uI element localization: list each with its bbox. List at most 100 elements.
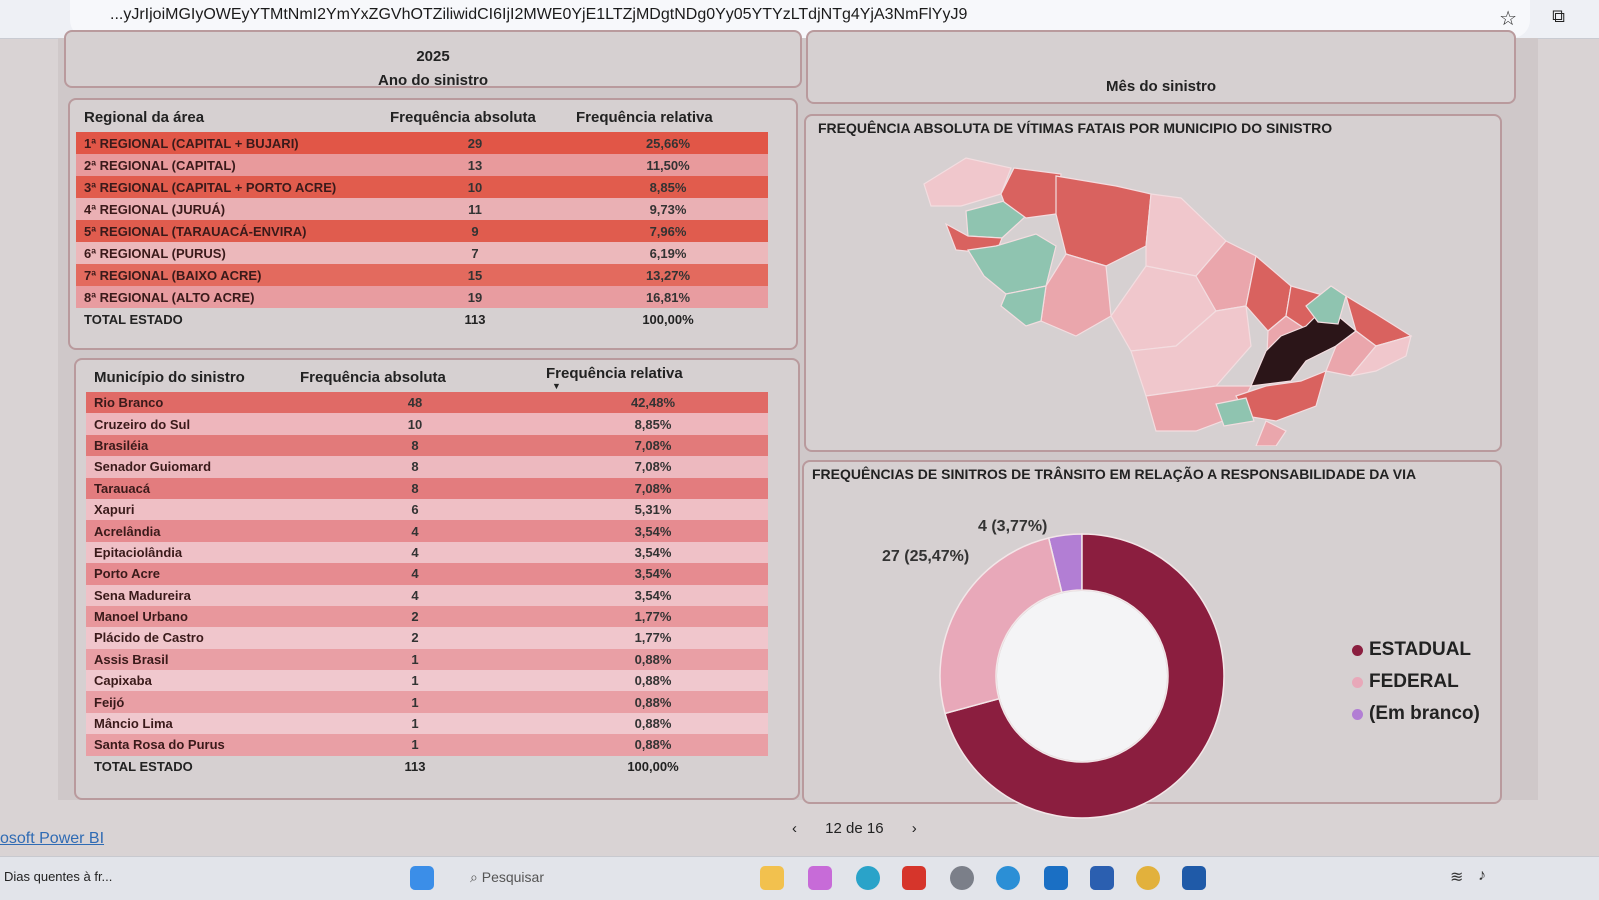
year-slicer[interactable]: 2025 Ano do sinistro	[64, 30, 802, 89]
row-freq-rel: 0,88%	[634, 651, 672, 667]
word-icon[interactable]	[1182, 866, 1206, 890]
app-icon[interactable]	[996, 866, 1020, 890]
outlook-icon[interactable]	[1044, 866, 1068, 890]
table-row[interactable]: Senador Guiomard 8 7,08%	[86, 456, 768, 478]
row-label: Capixaba	[94, 673, 152, 689]
donut-slice-estadual[interactable]	[944, 533, 1225, 819]
row-label: 7ª REGIONAL (BAIXO ACRE)	[84, 267, 262, 283]
table-row[interactable]: Xapuri 6 5,31%	[86, 498, 768, 521]
settings-icon[interactable]	[950, 866, 974, 890]
row-label: 3ª REGIONAL (CAPITAL + PORTO ACRE)	[84, 179, 337, 195]
municipio-table-panel: Município do sinistro Frequência absolut…	[74, 358, 800, 800]
table-row[interactable]: Acrelândia 4 3,54%	[86, 520, 768, 542]
sort-desc-icon[interactable]: ▼	[552, 380, 561, 391]
row-label: Senador Guiomard	[94, 459, 212, 475]
map-region	[1305, 285, 1347, 325]
table-row[interactable]: Brasiléia 8 7,08%	[86, 434, 768, 457]
row-label: 4ª REGIONAL (JURUÁ)	[84, 201, 226, 217]
col-municipio[interactable]: Município do sinistro	[94, 368, 245, 386]
col-mun-freq-abs[interactable]: Frequência absoluta	[300, 368, 446, 386]
row-freq-rel: 7,08%	[634, 459, 672, 475]
report-canvas: 2025 Ano do sinistro Mês do sinistro Reg…	[58, 30, 1538, 819]
table-row[interactable]: 2ª REGIONAL (CAPITAL) 13 11,50%	[76, 154, 768, 176]
row-label: Brasiléia	[94, 437, 149, 453]
table-row[interactable]: Mâncio Lima 1 0,88%	[86, 712, 768, 735]
table-row[interactable]: Assis Brasil 1 0,88%	[86, 648, 768, 671]
volume-icon[interactable]: ♪	[1478, 867, 1486, 884]
table-row[interactable]: Sena Madureira 4 3,54%	[86, 584, 768, 606]
table-row[interactable]: 6ª REGIONAL (PURUS) 7 6,19%	[76, 242, 768, 264]
data-label-em-branco: 4 (3,77%)	[978, 518, 1048, 535]
table-row[interactable]: 4ª REGIONAL (JURUÁ) 11 9,73%	[76, 198, 768, 220]
col-mun-freq-rel[interactable]: Frequência relativa ▼	[538, 362, 768, 392]
prev-page-button[interactable]: ‹	[792, 820, 797, 837]
acre-map[interactable]	[906, 146, 1466, 446]
month-slicer[interactable]: Mês do sinistro	[806, 30, 1516, 104]
data-label-federal: 27 (25,47%)	[882, 548, 970, 565]
table-row[interactable]: Feijó 1 0,88%	[86, 691, 768, 713]
row-freq-rel: 7,08%	[634, 437, 672, 453]
table-row[interactable]: 5ª REGIONAL (TARAUACÁ-ENVIRA) 9 7,96%	[76, 220, 768, 242]
table-row[interactable]: Plácido de Castro 2 1,77%	[86, 627, 768, 649]
table-row[interactable]: Epitaciolândia 4 3,54%	[86, 541, 768, 564]
edge-icon[interactable]	[856, 866, 880, 890]
year-slicer-value[interactable]: 2025	[416, 48, 450, 65]
table-row[interactable]: Capixaba 1 0,88%	[86, 670, 768, 692]
row-freq-rel: 42,48%	[630, 395, 676, 411]
news-widget[interactable]: Dias quentes à fr...	[4, 869, 113, 884]
powerbi-link[interactable]: osoft Power BI	[0, 830, 105, 847]
table-row[interactable]: Cruzeiro do Sul 10 8,85%	[86, 413, 768, 435]
table-row[interactable]: Rio Branco 48 42,48%	[86, 392, 768, 414]
total-freq-abs: 113	[404, 758, 426, 774]
table-row[interactable]: 7ª REGIONAL (BAIXO ACRE) 15 13,27%	[76, 264, 768, 286]
file-explorer-icon[interactable]	[760, 866, 784, 890]
total-label: TOTAL ESTADO	[84, 311, 183, 327]
row-freq-abs: 8	[411, 459, 419, 475]
row-freq-rel: 3,54%	[634, 566, 672, 582]
windows-start-icon[interactable]	[410, 866, 434, 890]
col-regional[interactable]: Regional da área	[84, 108, 205, 126]
page-indicator: 12 de 16	[825, 820, 884, 837]
table-row[interactable]: 8ª REGIONAL (ALTO ACRE) 19 16,81%	[76, 286, 768, 308]
table-row[interactable]: Manoel Urbano 2 1,77%	[86, 605, 768, 628]
table-row[interactable]: 1ª REGIONAL (CAPITAL + BUJARI) 29 25,66%	[76, 132, 768, 154]
row-label: Rio Branco	[94, 395, 164, 411]
table-row[interactable]: Porto Acre 4 3,54%	[86, 563, 768, 585]
row-freq-abs: 6	[411, 502, 419, 518]
table-row[interactable]: 3ª REGIONAL (CAPITAL + PORTO ACRE) 10 8,85…	[76, 176, 768, 198]
donut-slice-federal[interactable]	[939, 537, 1063, 715]
bookmark-star-icon[interactable]: ☆	[1499, 8, 1517, 30]
row-freq-rel: 13,27%	[645, 267, 691, 283]
row-freq-abs: 1	[411, 694, 419, 710]
row-freq-abs: 1	[411, 716, 419, 732]
legend-marker	[1352, 644, 1363, 656]
next-page-button[interactable]: ›	[911, 820, 917, 837]
chrome-icon[interactable]	[1136, 866, 1160, 890]
row-freq-rel: 25,66%	[645, 135, 691, 151]
row-freq-abs: 48	[407, 395, 423, 411]
antivirus-icon[interactable]	[902, 866, 926, 890]
map-region	[1215, 397, 1255, 427]
extensions-icon[interactable]: ⧉	[1552, 6, 1565, 26]
regional-table: Regional da área Frequência absoluta Fre…	[76, 102, 768, 330]
copilot-icon[interactable]	[808, 866, 832, 890]
wifi-icon[interactable]: ≋	[1450, 869, 1464, 886]
map-region	[1055, 175, 1152, 267]
municipio-table: Município do sinistro Frequência absolut…	[86, 362, 768, 777]
table-row[interactable]: Tarauacá 8 7,08%	[86, 477, 768, 499]
table-row[interactable]: Santa Rosa do Purus 1 0,88%	[86, 734, 768, 756]
donut-chart[interactable]	[932, 526, 1232, 826]
map-region	[967, 233, 1057, 295]
row-freq-abs: 10	[407, 416, 423, 432]
row-freq-abs: 8	[411, 480, 419, 496]
taskbar-search[interactable]: ⌕ Pesquisar	[470, 869, 544, 886]
store-icon[interactable]	[1090, 866, 1114, 890]
row-label: Acrelândia	[94, 523, 161, 539]
row-label: 6ª REGIONAL (PURUS)	[84, 245, 226, 261]
col-freq-rel[interactable]: Frequência relativa	[576, 108, 713, 126]
row-freq-abs: 1	[411, 673, 419, 689]
legend-item-federal[interactable]: FEDERAL	[1352, 666, 1480, 698]
legend-item-estadual[interactable]: ESTADUAL	[1352, 634, 1480, 666]
legend-item-em-branco[interactable]: (Em branco)	[1352, 698, 1480, 730]
col-freq-abs[interactable]: Frequência absoluta	[390, 108, 536, 126]
